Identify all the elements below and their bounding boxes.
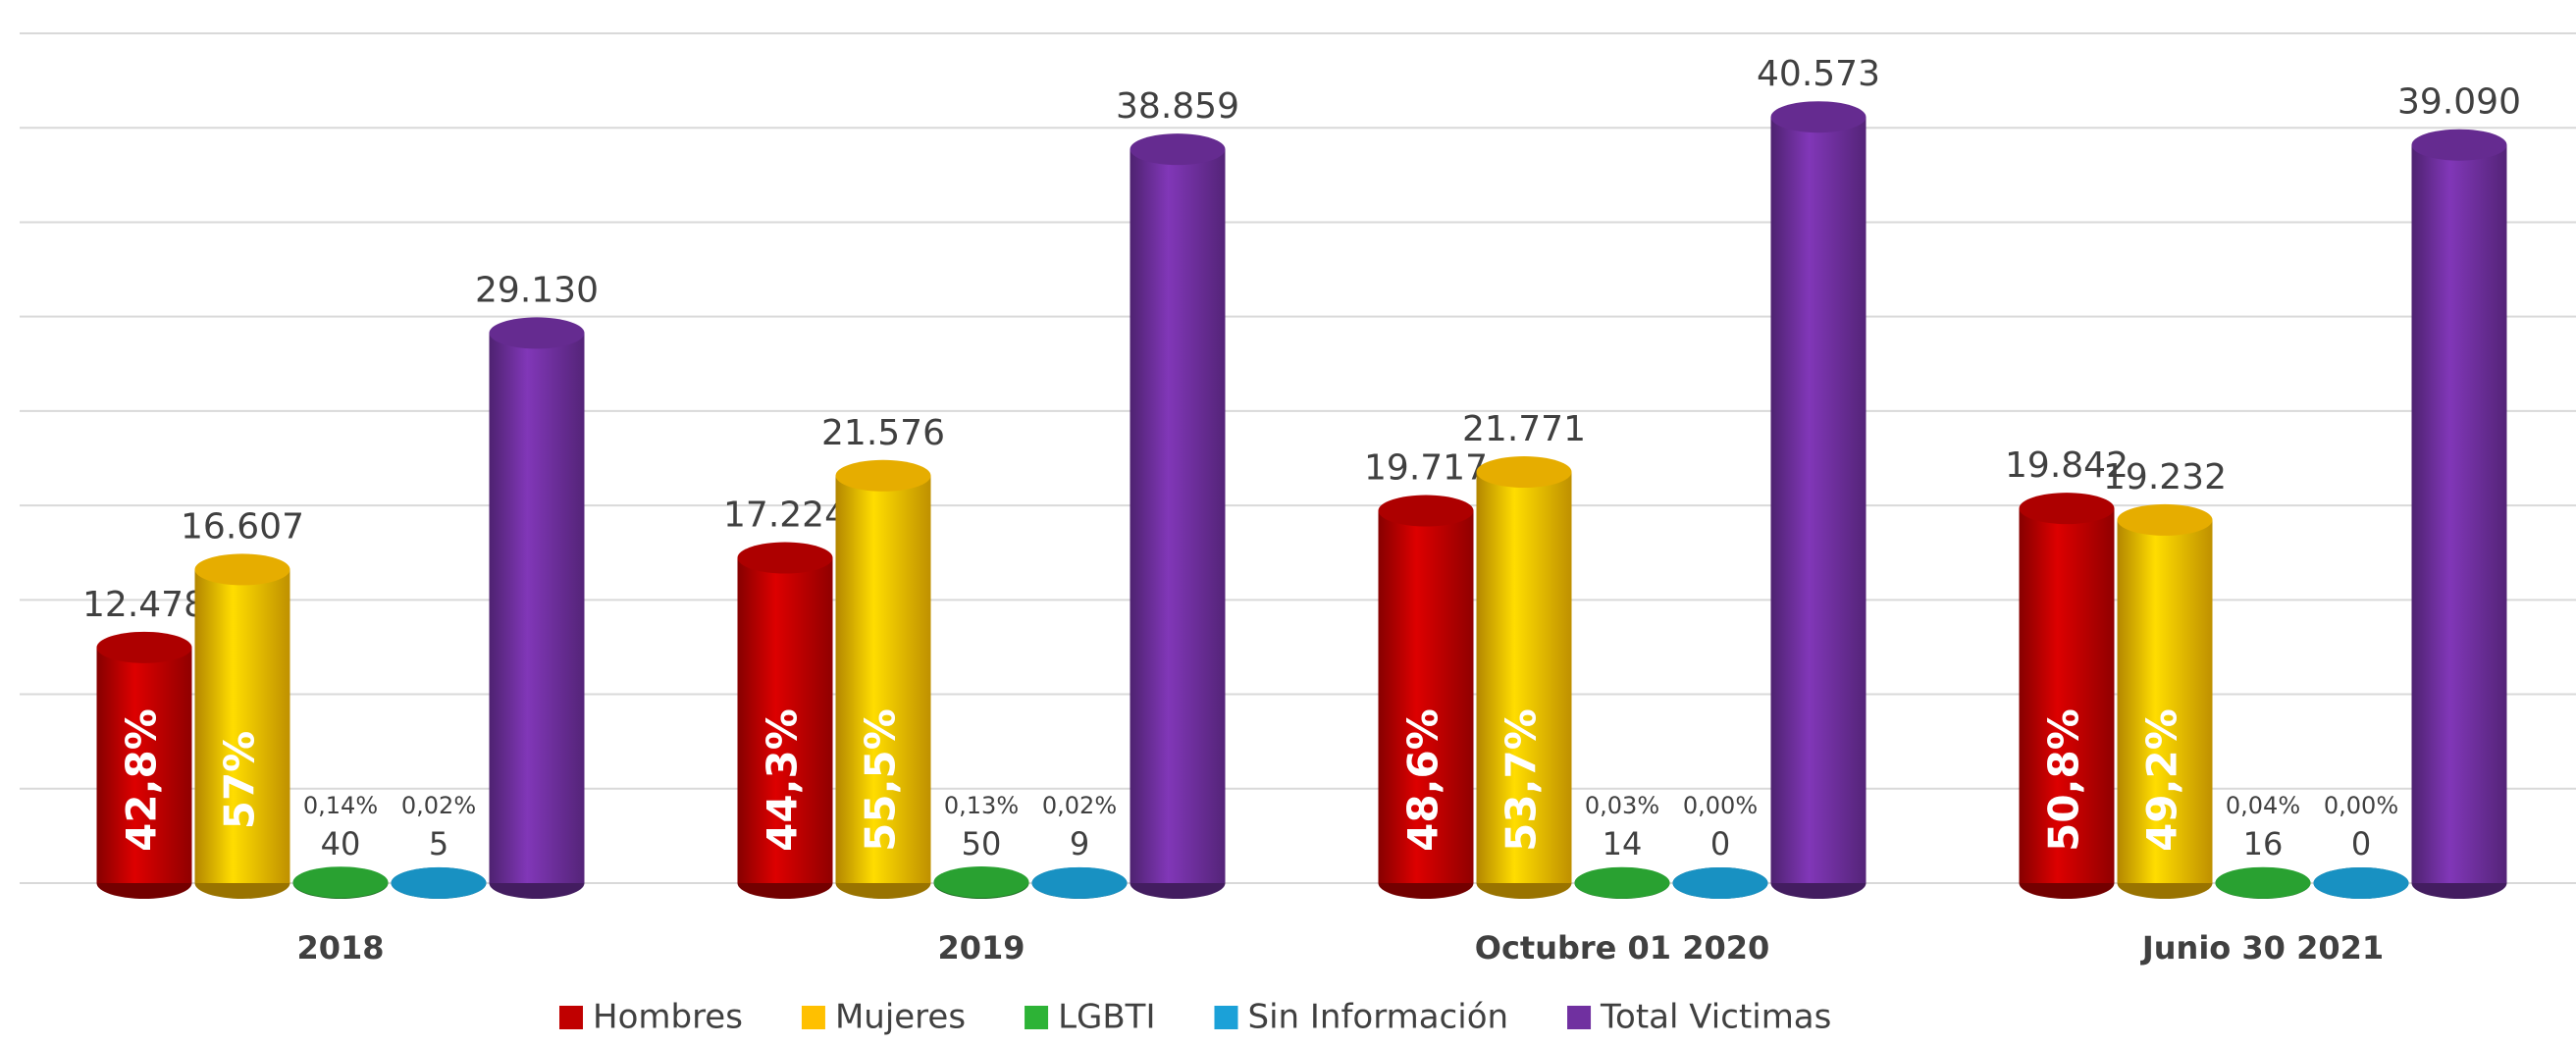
bar: [737, 557, 833, 883]
bar: [1378, 510, 1474, 883]
bar-top: [737, 542, 833, 574]
bar-top: [1031, 866, 1128, 899]
value-label: 14: [1603, 825, 1643, 862]
bar-top: [835, 459, 931, 492]
bar-top: [292, 866, 389, 899]
value-label: 17.224: [723, 496, 847, 536]
percent-label: 55,5%: [857, 708, 905, 852]
value-label: 21.771: [1462, 409, 1586, 449]
bar-top: [1574, 866, 1670, 899]
bar-top: [1130, 133, 1226, 166]
x-tick-label: 2018: [296, 929, 384, 967]
bar-top: [2215, 866, 2311, 899]
legend-swatch: [1214, 1006, 1238, 1029]
bar-top: [2117, 503, 2213, 536]
bar-top: [194, 553, 290, 586]
value-label: 9: [1070, 825, 1089, 862]
percent-label: 0,03%: [1585, 792, 1659, 819]
legend-label: Mujeres: [835, 998, 966, 1037]
value-label: 38.859: [1116, 86, 1239, 127]
bar: [194, 569, 290, 883]
percent-label: 0,02%: [1042, 792, 1117, 819]
bar: [1476, 472, 1572, 883]
value-label: 39.090: [2397, 82, 2521, 123]
percent-label: 0,02%: [401, 792, 476, 819]
bar-top: [1378, 495, 1474, 527]
bar: [96, 647, 192, 883]
bar-top: [2313, 867, 2409, 899]
value-label: 19.717: [1364, 448, 1488, 489]
value-label: 40: [321, 825, 361, 862]
value-label: 16.607: [181, 506, 304, 547]
bar: [2117, 519, 2213, 883]
value-label: 21.576: [821, 413, 945, 453]
bar-top: [96, 631, 192, 663]
value-label: 0: [2351, 825, 2371, 862]
percent-label: 42,8%: [118, 708, 166, 852]
value-label: 19.842: [2005, 445, 2129, 486]
percent-label: 57%: [216, 731, 264, 830]
x-tick-label: 2019: [937, 929, 1025, 967]
percent-label: 49,2%: [2138, 708, 2186, 852]
bar-top: [2019, 493, 2115, 525]
bar-top: [1476, 456, 1572, 489]
value-label: 29.130: [475, 270, 599, 310]
value-label: 40.573: [1757, 54, 1880, 94]
bar: [1130, 149, 1226, 884]
percent-label: 0,04%: [2226, 792, 2300, 819]
bar-top: [933, 866, 1029, 899]
legend-label: LGBTI: [1058, 998, 1155, 1037]
percent-label: 0,00%: [2324, 792, 2398, 819]
value-label: 0: [1710, 825, 1730, 862]
percent-label: 0,14%: [303, 792, 378, 819]
legend-label: Total Victimas: [1600, 998, 1831, 1037]
bar-top: [1672, 867, 1768, 899]
x-tick-label: Octubre 01 2020: [1475, 929, 1770, 967]
legend-swatch: [559, 1006, 583, 1029]
legend-label: Sin Información: [1247, 998, 1508, 1037]
bar: [2411, 144, 2507, 883]
value-label: 16: [2243, 825, 2284, 862]
value-label: 19.232: [2103, 457, 2227, 497]
bar-top: [1770, 101, 1866, 133]
percent-label: 0,13%: [944, 792, 1019, 819]
legend-label: Hombres: [593, 998, 743, 1037]
bar: [489, 333, 585, 884]
bar: [835, 475, 931, 883]
bar-top: [2411, 129, 2507, 161]
bar-top: [391, 866, 487, 899]
percent-label: 0,00%: [1683, 792, 1758, 819]
value-label: 50: [962, 825, 1002, 862]
percent-label: 48,6%: [1399, 708, 1447, 852]
bar: [2019, 508, 2115, 883]
legend-swatch: [1025, 1006, 1049, 1029]
legend-swatch: [1567, 1006, 1592, 1029]
bar: [1770, 117, 1866, 884]
value-label: 12.478: [82, 585, 206, 625]
bar-top: [489, 317, 585, 349]
percent-label: 50,8%: [2040, 708, 2088, 852]
value-label: 5: [429, 825, 448, 862]
percent-label: 44,3%: [759, 708, 807, 852]
percent-label: 53,7%: [1498, 708, 1546, 852]
legend-swatch: [801, 1006, 825, 1029]
x-tick-label: Junio 30 2021: [2140, 929, 2384, 967]
